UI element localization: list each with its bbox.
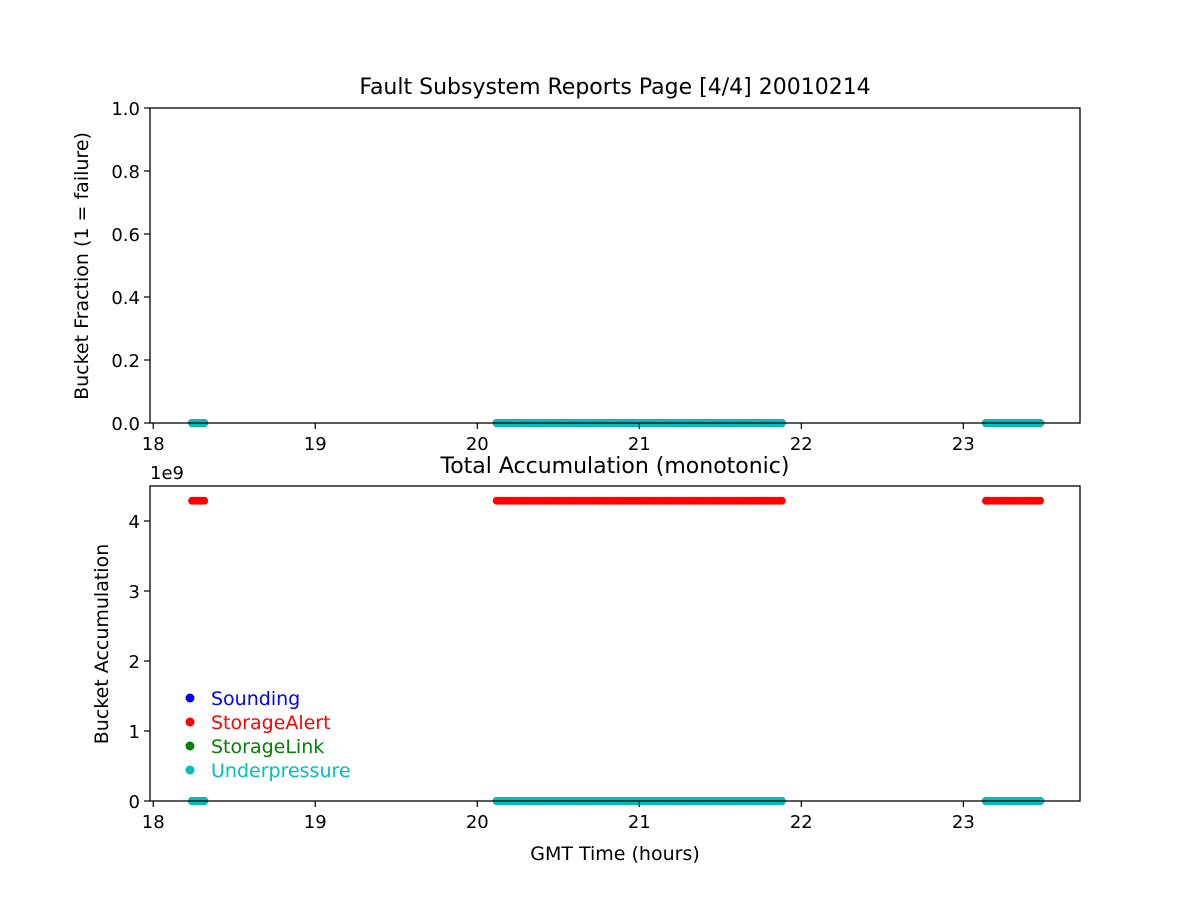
- bottom-panel-x-tick-label: 18: [142, 812, 165, 833]
- bottom-panel-x-tick-label: 22: [790, 812, 813, 833]
- top-panel-title: Fault Subsystem Reports Page [4/4] 20010…: [359, 75, 870, 100]
- top-panel-x-tick-label: 21: [628, 434, 651, 455]
- legend-label-sounding: Sounding: [211, 688, 300, 710]
- bottom-panel-y-ticks: 0 1 2 3 4: [129, 512, 150, 813]
- top-panel-x-tick-label: 19: [304, 434, 327, 455]
- top-panel-x-tick-label: 20: [466, 434, 489, 455]
- legend-marker-sounding: [185, 693, 195, 703]
- top-panel-frame: [149, 107, 1081, 424]
- bottom-panel-title: Total Accumulation (monotonic): [440, 454, 790, 479]
- bottom-panel-y-tick-label: 0: [129, 792, 140, 813]
- top-panel-x-ticks: 18 19 20 21 22 23: [142, 423, 975, 455]
- bottom-panel-y-axis-label: Bucket Accumulation: [91, 544, 113, 745]
- bottom-panel-data-point: [777, 496, 786, 505]
- top-panel-y-tick-label: 0.0: [111, 414, 140, 435]
- legend-label-underpressure: Underpressure: [211, 760, 351, 782]
- top-panel-y-ticks: 0.0 0.2 0.4 0.6 0.8 1.0: [111, 99, 150, 435]
- top-panel-y-axis-label: Bucket Fraction (1 = failure): [71, 132, 93, 400]
- legend-label-storagealert: StorageAlert: [211, 712, 331, 734]
- top-panel-x-tick-label: 18: [142, 434, 165, 455]
- bottom-panel-x-tick-label: 23: [952, 812, 975, 833]
- bottom-panel-y-tick-label: 2: [129, 652, 140, 673]
- top-panel-y-tick-label: 0.6: [111, 225, 140, 246]
- top-panel-x-tick-label: 23: [952, 434, 975, 455]
- top-panel-y-tick-label: 0.8: [111, 162, 140, 183]
- legend-marker-storagealert: [185, 717, 195, 727]
- bottom-panel-x-tick-label: 20: [466, 812, 489, 833]
- bottom-panel-y-tick-label: 4: [129, 512, 140, 533]
- bottom-panel-x-tick-label: 19: [304, 812, 327, 833]
- bottom-panel-y-offset-label: 1e9: [150, 463, 184, 484]
- bottom-panel-y-tick-label: 3: [129, 582, 140, 603]
- top-panel-y-tick-label: 1.0: [111, 99, 140, 120]
- bottom-panel-y-tick-label: 1: [129, 722, 140, 743]
- top-panel: 18 19 20 21 22 23 0.0 0.2 0.4 0.6 0.8 1.0 Fault Su…: [71, 75, 1081, 455]
- top-panel-y-tick-label: 0.2: [111, 351, 140, 372]
- top-panel-x-tick-label: 22: [790, 434, 813, 455]
- legend-label-storagelink: StorageLink: [211, 736, 324, 758]
- bottom-panel-data-point: [1036, 496, 1045, 505]
- legend-marker-underpressure: [185, 765, 195, 775]
- legend: SoundingStorageAlertStorageLinkUnderpres…: [185, 688, 351, 782]
- bottom-panel-x-tick-label: 21: [628, 812, 651, 833]
- top-panel-y-tick-label: 0.4: [111, 288, 140, 309]
- bottom-panel-x-axis-label: GMT Time (hours): [530, 843, 700, 865]
- bottom-panel-data-point: [200, 496, 209, 505]
- bottom-panel-frame: [149, 485, 1081, 802]
- legend-marker-storagelink: [185, 741, 195, 751]
- bottom-panel-series-storagealert: [188, 496, 1045, 505]
- bottom-panel-x-ticks: 18 19 20 21 22 23: [142, 801, 975, 833]
